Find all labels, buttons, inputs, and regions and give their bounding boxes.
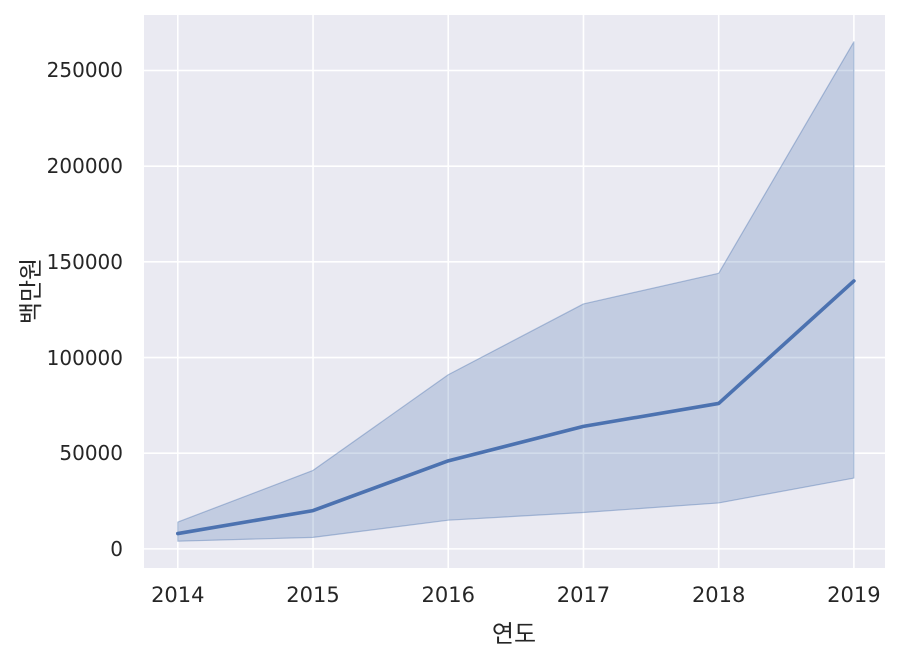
y-tick-label: 50000 xyxy=(59,441,123,466)
x-tick-label: 2015 xyxy=(286,583,340,607)
mean-line xyxy=(176,279,856,536)
y-tick-label: 0 xyxy=(110,536,123,561)
x-tick-label: 2014 xyxy=(151,583,205,607)
y-tick-label: 250000 xyxy=(46,58,123,83)
x-tick-label: 2018 xyxy=(691,583,746,607)
plot-background xyxy=(144,15,885,568)
y-axis-label: 백만원 xyxy=(17,257,45,325)
y-tick-label: 150000 xyxy=(46,249,123,274)
y-tick-label: 200000 xyxy=(46,154,123,179)
x-tick-label: 2017 xyxy=(556,583,611,607)
confidence-band xyxy=(177,41,855,542)
x-tick-label: 2016 xyxy=(421,583,475,607)
x-tick-label: 2019 xyxy=(827,583,881,607)
x-axis-label: 연도 xyxy=(491,620,537,648)
y-tick-label: 100000 xyxy=(46,345,123,370)
